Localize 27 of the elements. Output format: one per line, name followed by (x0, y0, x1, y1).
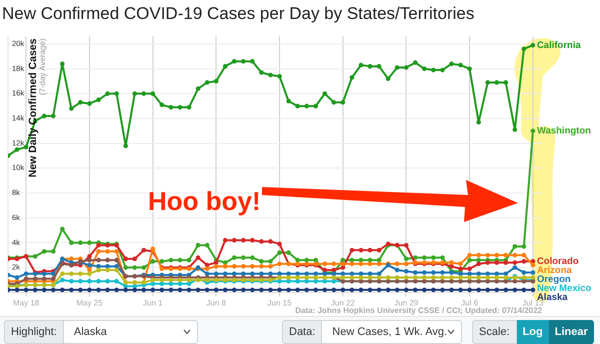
series-label: Oregon (536, 274, 571, 285)
text: Data: (282, 320, 322, 344)
chart-title: New Confirmed COVID-19 Cases per Day by States/Territories (2, 4, 474, 24)
x-tick-label: Jun 8 (206, 298, 226, 308)
text: Linear (548, 320, 594, 344)
annotation: (7-day Average) (38, 38, 47, 96)
x-tick-label: Jul 13 (522, 298, 544, 308)
x-tick-label: May 18 (12, 298, 40, 308)
text: Log (516, 320, 549, 344)
series-label: Colorado (536, 256, 579, 267)
x-tick-label: May 25 (76, 298, 104, 308)
text: New Cases, 1 Wk. Avg. (322, 320, 462, 344)
x-tick-label: Jun 1 (143, 298, 164, 308)
series-label: Arizona (536, 264, 572, 276)
x-tick-label: Jun 22 (330, 298, 356, 308)
x-tick-label: Jun 15 (268, 298, 292, 308)
text: Alaska (64, 320, 198, 344)
series-label: California (536, 40, 582, 51)
text: Scale: (472, 320, 517, 344)
text: Data: Johns Hopkins University CSSE / CCI; Updated: 07/14/2022 (295, 306, 542, 315)
series-label: Washington (536, 126, 592, 137)
annotation: Hoo boy! (148, 186, 261, 217)
x-tick-label: Jul 6 (461, 298, 479, 308)
series-label: New Mexico (536, 282, 592, 294)
text: Highlight: (4, 320, 64, 344)
y-axis-title: New Daily Confirmed Cases (27, 38, 39, 178)
x-tick-label: Jun 29 (394, 298, 419, 308)
